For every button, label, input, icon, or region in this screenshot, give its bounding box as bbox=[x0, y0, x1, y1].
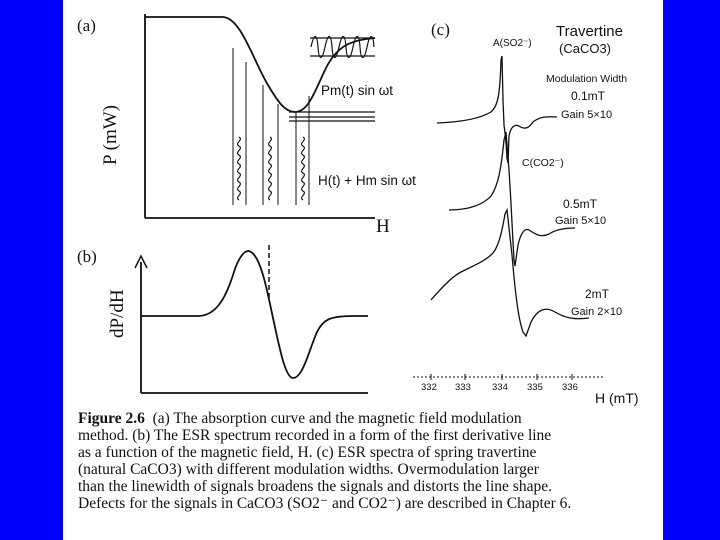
panel-c-title: Travertine bbox=[556, 23, 623, 40]
spectrum-2-line bbox=[448, 131, 576, 267]
caption-figure-label: Figure 2.6 bbox=[78, 410, 145, 427]
field-modulation-wave-1 bbox=[237, 136, 241, 201]
panel-a-y-axis-label: P (mW) bbox=[100, 105, 121, 165]
caption-line-2: method. (b) The ESR spectrum recorded in… bbox=[78, 427, 552, 444]
panel-a-x-axis-label: H bbox=[376, 216, 390, 237]
tick-label-333: 333 bbox=[455, 382, 471, 393]
field-modulation-wave-3 bbox=[301, 136, 305, 201]
panel-c-subtitle: (CaCO3) bbox=[559, 41, 611, 56]
panel-a: (a) P (mW) H Pm(t) sin ωt H(t) + Hm sin … bbox=[77, 14, 416, 237]
panel-b-y-axis-label: dP/dH bbox=[107, 289, 128, 338]
derivative-curve bbox=[141, 250, 368, 379]
spectrum-1-width: 0.1mT bbox=[571, 89, 606, 103]
figure-graphics: (a) P (mW) H Pm(t) sin ωt H(t) + Hm sin … bbox=[77, 14, 639, 406]
panel-c-label: (c) bbox=[431, 20, 450, 39]
tick-label-335: 335 bbox=[527, 382, 543, 393]
caption-line-1-text: (a) The absorption curve and the magneti… bbox=[152, 410, 522, 427]
caption-line-3: as a function of the magnetic field, H. … bbox=[78, 444, 537, 461]
spectrum-2-width: 0.5mT bbox=[563, 197, 598, 211]
modulation-header: Modulation Width bbox=[546, 73, 627, 85]
figure-page: (a) P (mW) H Pm(t) sin ωt H(t) + Hm sin … bbox=[63, 0, 663, 540]
figure-caption: Figure 2.6 (a) The absorption curve and … bbox=[78, 410, 658, 512]
panel-c: (c) Travertine (CaCO3) A(SO2⁻) Modulatio… bbox=[413, 20, 639, 406]
peak-c-label: C(CO2⁻) bbox=[522, 157, 564, 169]
spectrum-2-gain: Gain 5×10 bbox=[555, 215, 606, 227]
field-modulation-label: H(t) + Hm sin ωt bbox=[318, 173, 416, 188]
tick-label-334: 334 bbox=[492, 382, 508, 393]
tick-label-336: 336 bbox=[562, 382, 578, 393]
caption-line-4: (natural CaCO3) with different modulatio… bbox=[78, 461, 539, 478]
spectrum-3-line bbox=[430, 207, 590, 338]
spectrum-1-gain: Gain 5×10 bbox=[561, 109, 612, 121]
field-modulation-wave-2 bbox=[268, 136, 272, 201]
peak-a-label: A(SO2⁻) bbox=[493, 38, 532, 49]
panel-b-y-arrow bbox=[134, 254, 148, 269]
panel-b-label: (b) bbox=[77, 247, 97, 266]
panel-a-label: (a) bbox=[77, 16, 96, 35]
caption-line-5: than the linewidth of signals broadens t… bbox=[78, 478, 552, 495]
spectrum-1-line bbox=[436, 55, 558, 164]
panel-b: (b) dP/dH bbox=[77, 245, 368, 394]
caption-line-6: Defects for the signals in CaCO3 (SO2⁻ a… bbox=[78, 495, 572, 512]
spectrum-3-gain: Gain 2×10 bbox=[571, 306, 622, 318]
tick-label-332: 332 bbox=[421, 382, 437, 393]
power-modulation-label: Pm(t) sin ωt bbox=[321, 83, 393, 98]
power-modulation-wave bbox=[310, 35, 375, 59]
panel-c-x-unit: H (mT) bbox=[595, 390, 639, 406]
spectrum-3-width: 2mT bbox=[585, 287, 610, 301]
caption-line-1: Figure 2.6 (a) The absorption curve and … bbox=[78, 410, 658, 427]
